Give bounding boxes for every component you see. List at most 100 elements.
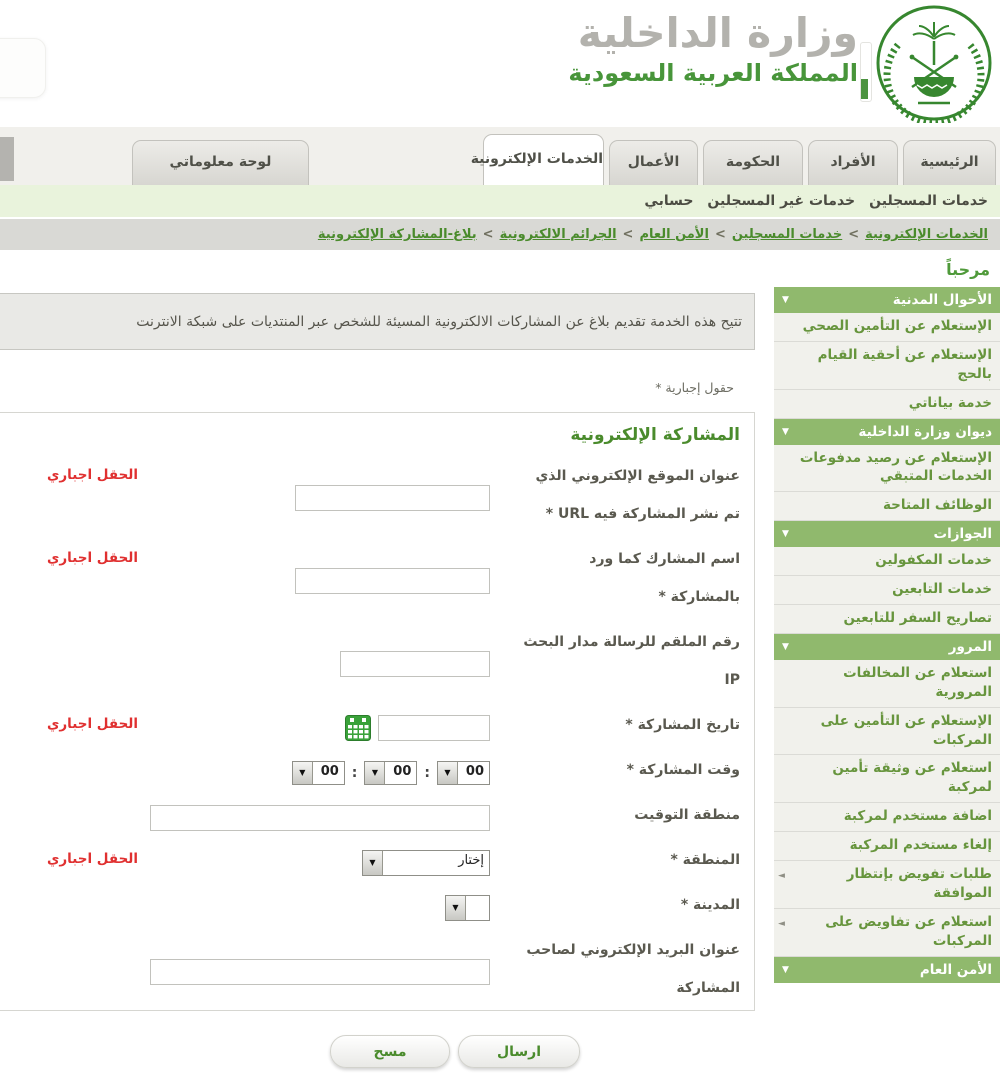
section-title: الجوازات [933, 526, 992, 543]
field-control [138, 931, 490, 1007]
breadcrumb-link[interactable]: الأمن العام [639, 227, 709, 242]
sidebar-item[interactable]: تصاريح السفر للتابعين [774, 605, 1000, 634]
form-row: رقم الملقم للرسالة مدار البحث IP [7, 623, 740, 699]
moi-emblem-logo [876, 5, 992, 123]
breadcrumb-link[interactable]: الخدمات الإلكترونية [865, 227, 988, 242]
sidebar-item[interactable]: خدمات التابعين [774, 576, 1000, 606]
field-label: وقت المشاركة * [626, 762, 740, 778]
sidebar-item[interactable]: الإستعلام عن أحقية القيام بالحج [774, 341, 1000, 390]
region-select[interactable]: إختار ▼ [362, 849, 490, 876]
breadcrumb-link[interactable]: بلاغ-المشاركة الإلكترونية [317, 227, 477, 242]
sidebar-menu: الأحوال المدنية ▼ الإستعلام عن التأمين الص… [774, 287, 1000, 983]
email-input[interactable] [150, 958, 490, 985]
sidebar-section-traffic[interactable]: المرور ▼ [774, 633, 1000, 660]
chevron-left-icon: ◄ [778, 871, 785, 882]
form-fieldset: المشاركة الإلكترونية عنوان الموقع الإلكت… [0, 412, 755, 1011]
subnav: خدمات المسجلين خدمات غير المسجلين حسابي [0, 185, 1000, 217]
sidebar-item[interactable]: الإستعلام عن التأمين على المركبات [774, 707, 1000, 756]
breadcrumb-link[interactable]: خدمات المسجلين [731, 227, 843, 242]
section-title: الأحوال المدنية [892, 292, 992, 308]
required-field-note: الحقل اجباري [47, 550, 138, 566]
section-title: الأمن العام [919, 961, 992, 978]
required-field-note: الحقل اجباري [47, 851, 138, 867]
server-ip-input[interactable] [340, 650, 490, 677]
breadcrumb-separator: > [848, 227, 860, 242]
tab-government[interactable]: الحكومة [703, 140, 803, 185]
tab-eservices[interactable]: الخدمات الإلكترونية [471, 134, 604, 185]
sidebar-item[interactable]: الوظائف المتاحة [774, 492, 1000, 522]
dropdown-arrow-icon[interactable]: ▼ [363, 850, 383, 875]
dropdown-arrow-icon[interactable]: ▼ [292, 761, 313, 784]
chevron-down-icon: ▼ [782, 426, 789, 437]
submit-button[interactable]: ارسال [458, 1035, 580, 1068]
field-control [138, 623, 490, 699]
breadcrumb-separator: > [622, 227, 634, 242]
field-label: منطقة التوقيت [634, 807, 740, 823]
tab-dashboard[interactable]: لوحة معلوماتي [132, 140, 309, 185]
sidebar-item[interactable]: إلغاء مستخدم المركبة [774, 832, 1000, 862]
time-value: 00 [320, 763, 339, 779]
time-separator: : [424, 764, 430, 781]
timezone-input[interactable] [150, 804, 490, 831]
breadcrumb: الخدمات الإلكترونية > خدمات المسجلين > الأمن… [0, 219, 1000, 250]
sidebar-item[interactable]: اضافة مستخدم لمركبة [774, 803, 1000, 833]
sidebar-section-moi-diwan[interactable]: ديوان وزارة الداخلية ▼ [774, 418, 1000, 445]
tab-business[interactable]: الأعمال [609, 140, 698, 185]
time-value: 00 [465, 763, 484, 779]
chevron-down-icon: ▼ [782, 964, 789, 975]
sidebar-item[interactable]: خدمة بياناتي [774, 389, 1000, 419]
dropdown-arrow-icon[interactable]: ▼ [365, 761, 386, 784]
flag-decoration [860, 42, 872, 102]
subnav-item[interactable]: حسابي [644, 193, 694, 209]
sidebar-section-public-security[interactable]: الأمن العام ▼ [774, 956, 1000, 983]
sidebar-item[interactable]: استعلام عن تفاويض على المركبات ◄ [774, 908, 1000, 957]
service-description-text: تتيح هذه الخدمة تقديم بلاغ عن المشاركات … [136, 313, 742, 330]
field-label: عنوان البريد الإلكتروني لصاحب المشاركة [526, 942, 740, 996]
sidebar-section-passports[interactable]: الجوازات ▼ [774, 521, 1000, 548]
sidebar-item[interactable]: استعلام عن المخالفات المرورية [774, 659, 1000, 708]
sidebar-item[interactable]: خدمات المكفولين [774, 547, 1000, 577]
content: مرحباً الأحوال المدنية ▼ الإستعلام عن التأ… [0, 250, 1000, 1076]
field-label: رقم الملقم للرسالة مدار البحث IP [523, 634, 740, 688]
time-value: 00 [393, 763, 412, 779]
dropdown-arrow-icon[interactable]: ▼ [438, 761, 458, 784]
site-url-input[interactable] [295, 484, 490, 511]
time-select-hours[interactable]: 00 ▼ [437, 760, 490, 785]
form-row: عنوان الموقع الإلكتروني الذي تم نشر المش… [7, 457, 740, 533]
calendar-icon[interactable] [345, 714, 371, 741]
sidebar: مرحباً الأحوال المدنية ▼ الإستعلام عن التأ… [774, 256, 1000, 983]
section-title: ديوان وزارة الداخلية [858, 423, 992, 440]
region-select-value: إختار [458, 852, 484, 868]
city-select-value [466, 896, 489, 920]
tab-individuals[interactable]: الأفراد [808, 140, 898, 185]
section-title: المرور [948, 638, 992, 655]
participant-name-input[interactable] [295, 567, 490, 594]
field-control [138, 706, 490, 744]
post-date-input[interactable] [378, 714, 490, 741]
city-select[interactable]: ▼ [445, 894, 490, 921]
time-select-seconds[interactable]: 00 ▼ [291, 760, 345, 785]
field-control [138, 796, 490, 834]
header: وزارة الداخلية المملكة العربية السعودية [0, 0, 1000, 127]
subnav-item[interactable]: خدمات غير المسجلين [707, 193, 856, 209]
form-row: تاريخ المشاركة * ا [7, 706, 740, 744]
time-select-minutes[interactable]: 00 ▼ [364, 760, 418, 785]
sidebar-item[interactable]: طلبات تفويض بإنتظار الموافقة ◄ [774, 861, 1000, 909]
subnav-item[interactable]: خدمات المسجلين [869, 193, 988, 209]
sidebar-item[interactable]: استعلام عن وثيقة تأمين لمركبة [774, 755, 1000, 804]
chevron-down-icon: ▼ [782, 529, 789, 540]
time-control: 00 ▼ : 00 ▼ : 00 ▼ [138, 751, 490, 789]
sidebar-item[interactable]: الإستعلام عن التأمين الصحي [774, 313, 1000, 342]
clear-button[interactable]: مسح [330, 1035, 450, 1068]
field-label: المنطقة * [670, 852, 740, 868]
country-name: المملكة العربية السعودية [568, 59, 858, 88]
required-fields-note: حقول إجبارية * [655, 380, 734, 395]
sidebar-section-civil-affairs[interactable]: الأحوال المدنية ▼ [774, 287, 1000, 313]
dropdown-arrow-icon[interactable]: ▼ [446, 895, 466, 920]
sidebar-item[interactable]: الإستعلام عن رصيد مدفوعات الخدمات المتبق… [774, 444, 1000, 493]
breadcrumb-link[interactable]: الجرائم الالكترونية [499, 227, 617, 242]
title-block: وزارة الداخلية المملكة العربية السعودية [568, 9, 858, 88]
ministry-name: وزارة الداخلية [577, 9, 858, 57]
tab-home[interactable]: الرئيسية [903, 140, 996, 185]
